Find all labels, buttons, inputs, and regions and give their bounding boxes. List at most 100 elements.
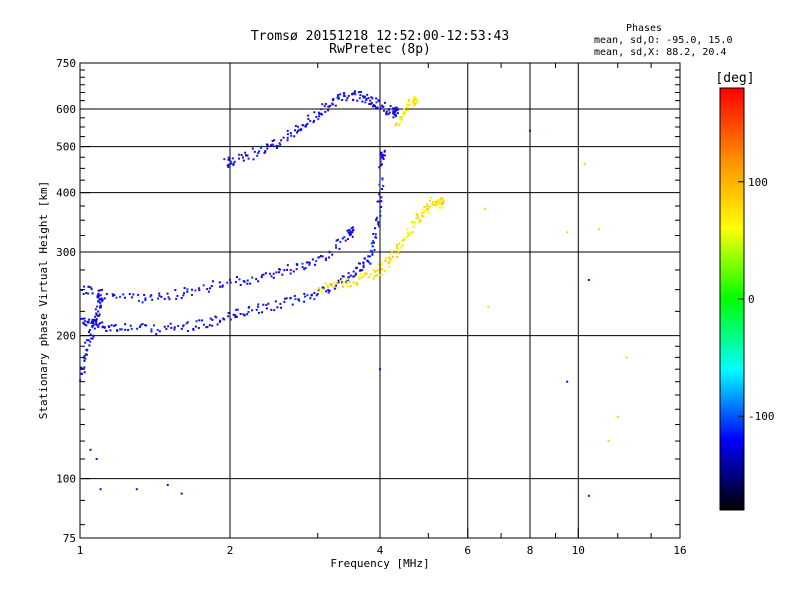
data-point [156,328,159,331]
data-point [240,154,243,157]
data-point [202,323,205,326]
data-point [84,353,87,356]
data-point [243,280,246,283]
data-point [234,314,237,317]
data-point [391,255,394,258]
data-point [382,156,385,159]
data-point [347,231,350,234]
data-point [362,266,365,269]
data-point [373,276,376,279]
data-point [313,263,316,266]
data-point [113,324,116,327]
data-point [368,255,371,258]
data-point [375,97,378,100]
data-point [357,91,360,94]
data-point [130,296,133,299]
data-point [286,264,289,267]
data-point [396,107,399,110]
data-point [415,101,418,104]
data-point [337,279,340,282]
data-point [233,160,236,163]
data-point [321,103,324,106]
data-point [334,104,337,107]
data-point [100,297,103,300]
data-point [174,289,177,292]
data-point [303,300,306,303]
data-point [412,226,415,229]
data-point [336,238,339,241]
data-point [385,113,388,116]
data-point [270,308,273,311]
data-point [370,242,373,245]
data-point [359,94,362,97]
data-point [421,214,424,217]
data-point [305,261,308,264]
data-point [310,293,313,296]
data-point [89,333,92,336]
data-point [87,321,90,324]
data-point [395,244,398,247]
data-point [587,278,590,281]
data-point [379,368,381,371]
data-point [101,298,104,301]
data-point [401,239,404,242]
data-point [361,269,364,272]
data-point [352,275,355,278]
data-point [95,457,98,460]
data-point [376,200,379,203]
data-point [270,275,273,278]
data-point [191,293,194,296]
data-point [358,277,361,280]
data-point [227,315,230,318]
data-point [163,297,166,300]
data-point [353,91,356,94]
data-point [380,104,383,107]
y-axis-label: Stationary phase Virtual Height [km] [37,181,50,419]
data-point [371,251,374,254]
data-point [379,214,382,217]
data-point [246,154,249,157]
data-point [400,246,403,249]
data-point [208,324,211,327]
data-point [98,313,101,316]
data-point [120,328,123,331]
data-point [113,293,116,296]
data-point [372,232,375,235]
data-point [305,125,308,128]
data-point [352,281,355,284]
data-point [422,215,425,218]
data-point [81,317,84,320]
data-point [286,136,289,139]
data-point [136,327,139,330]
data-point [378,183,381,186]
data-point [361,95,364,98]
data-point [91,292,94,295]
data-point [183,292,186,295]
data-point [239,312,242,315]
data-point [235,315,238,318]
data-point [99,488,102,491]
data-point [374,271,377,274]
data-point [222,317,225,320]
data-point [394,124,397,127]
data-point [98,306,101,309]
data-point [397,250,400,253]
data-point [362,96,365,99]
data-point [321,291,324,294]
data-point [99,298,102,301]
data-point [180,492,183,495]
data-point [246,313,249,316]
data-point [143,293,146,296]
data-point [409,231,412,234]
data-point [566,231,569,234]
data-point [308,261,311,264]
data-point [382,158,385,161]
data-point [321,113,324,116]
data-point [271,143,274,146]
data-point [252,158,255,161]
data-point [411,101,414,104]
colorbar: 100 0 -100 [719,87,775,511]
data-point [88,331,91,334]
y-tick-label: 500 [56,141,76,154]
data-points [79,90,628,497]
